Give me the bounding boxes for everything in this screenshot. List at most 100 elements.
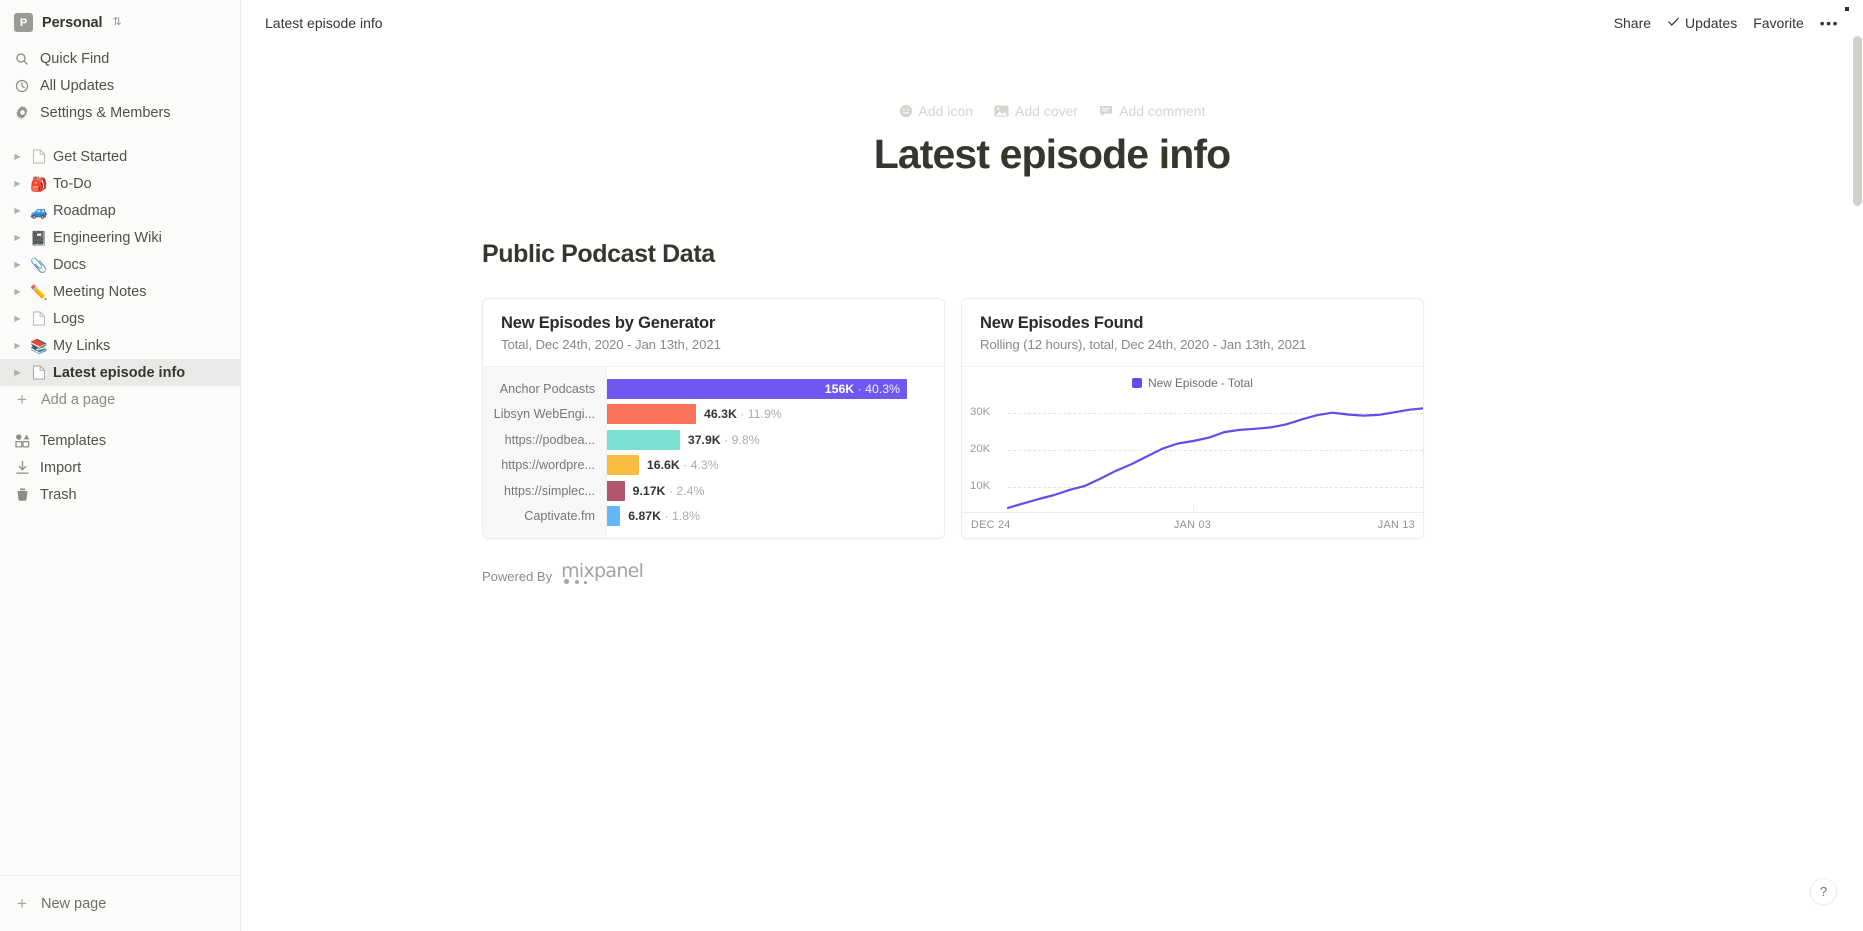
chart-subtitle: Total, Dec 24th, 2020 - Jan 13th, 2021 xyxy=(501,337,721,352)
new-page-button[interactable]: + New page xyxy=(0,875,241,931)
powered-by-label: Powered By xyxy=(482,569,553,584)
logo-dot xyxy=(575,580,580,584)
bar[interactable] xyxy=(607,404,697,425)
sidebar-page-logs[interactable]: ▶ Logs xyxy=(0,305,240,332)
emoji-icon: ✏️ xyxy=(30,283,48,300)
favorite-button[interactable]: Favorite xyxy=(1745,11,1812,35)
chevron-right-icon[interactable]: ▶ xyxy=(14,287,21,296)
emoji-icon: 📚 xyxy=(30,337,48,354)
add-comment-button[interactable]: Add comment xyxy=(1093,99,1211,123)
x-axis-tick-label: JAN 13 xyxy=(1377,519,1415,531)
gridline xyxy=(1008,486,1423,488)
y-axis-tick-label: 10K xyxy=(970,479,991,492)
breadcrumb[interactable]: Latest episode info xyxy=(265,14,383,31)
sidebar-page-docs[interactable]: ▶ 📎 Docs xyxy=(0,251,240,278)
sidebar-item-label: Templates xyxy=(40,432,107,449)
sidebar-item-templates[interactable]: Templates xyxy=(0,427,240,454)
section-heading[interactable]: Public Podcast Data xyxy=(482,240,715,268)
bar[interactable] xyxy=(607,455,639,476)
bar[interactable] xyxy=(607,429,680,450)
sidebar-item-label: Trash xyxy=(40,486,77,503)
more-options-button[interactable]: ••• xyxy=(1812,11,1847,35)
workspace-name: Personal xyxy=(42,14,103,31)
help-button[interactable]: ? xyxy=(1810,878,1837,905)
sidebar-page-label: Meeting Notes xyxy=(53,283,147,300)
line-series-path xyxy=(1006,407,1423,510)
sidebar-item-settings-members[interactable]: Settings & Members xyxy=(0,99,240,126)
import-icon xyxy=(14,460,30,476)
updates-label: Updates xyxy=(1685,14,1738,31)
workspace-avatar: P xyxy=(14,13,33,32)
clock-icon xyxy=(14,78,30,94)
sidebar-page-meeting-notes[interactable]: ▶ ✏️ Meeting Notes xyxy=(0,278,240,305)
add-a-page-label: Add a page xyxy=(41,391,116,408)
chart-legend[interactable]: New Episode - Total xyxy=(962,367,1423,390)
bar-value-label: 37.9K · 9.8% xyxy=(687,432,760,447)
chevron-right-icon[interactable]: ▶ xyxy=(14,206,21,215)
sidebar-page-roadmap[interactable]: ▶ 🚙 Roadmap xyxy=(0,197,240,224)
add-cover-label: Add cover xyxy=(1015,103,1079,119)
chevron-right-icon[interactable]: ▶ xyxy=(14,314,21,323)
plus-icon: + xyxy=(17,894,27,913)
sidebar: P Personal ⇅ Quick Find All Updates Sett… xyxy=(0,0,241,931)
bar-row[interactable]: 9.17K · 2.4% xyxy=(607,478,944,504)
bar-row[interactable]: 37.9K · 9.8% xyxy=(607,427,944,453)
gear-icon xyxy=(14,105,30,121)
chart-card-new-episodes-by-generator[interactable]: New Episodes by Generator Total, Dec 24t… xyxy=(482,298,945,539)
topbar-actions: Share Updates Favorite ••• xyxy=(1606,11,1863,35)
chevron-right-icon[interactable]: ▶ xyxy=(14,368,21,377)
chart-card-new-episodes-found[interactable]: New Episodes Found Rolling (12 hours), t… xyxy=(961,298,1424,539)
emoji-icon: 🎒 xyxy=(30,175,48,192)
bar-row[interactable]: 16.6K · 4.3% xyxy=(607,453,944,479)
bar-chart-plot: 156K · 40.3% 46.3K · 11.9% 37.9K · 9.8% 16.… xyxy=(607,367,944,538)
workspace-switcher[interactable]: P Personal ⇅ xyxy=(0,0,240,45)
chart-title: New Episodes Found xyxy=(980,314,1144,332)
emoji-icon: 📎 xyxy=(30,256,48,273)
bar-row[interactable]: 6.87K · 1.8% xyxy=(607,504,944,530)
vertical-scrollbar[interactable] xyxy=(1853,36,1862,206)
check-icon xyxy=(1667,15,1680,31)
chart-subtitle: Rolling (12 hours), total, Dec 24th, 202… xyxy=(980,337,1307,352)
page-title[interactable]: Latest episode info xyxy=(873,131,1231,177)
sidebar-item-trash[interactable]: Trash xyxy=(0,481,240,508)
comment-icon xyxy=(1099,104,1113,118)
search-icon xyxy=(14,51,30,67)
sidebar-item-all-updates[interactable]: All Updates xyxy=(0,72,240,99)
legend-label: New Episode - Total xyxy=(1148,376,1253,390)
chevron-right-icon[interactable]: ▶ xyxy=(14,179,21,188)
add-a-page-button[interactable]: + Add a page xyxy=(0,386,240,413)
bar-row[interactable]: 46.3K · 11.9% xyxy=(607,402,944,428)
plus-icon: + xyxy=(17,390,27,409)
chart-header: New Episodes by Generator Total, Dec 24t… xyxy=(483,299,944,366)
sidebar-page-engineering-wiki[interactable]: ▶ 📓 Engineering Wiki xyxy=(0,224,240,251)
updates-button[interactable]: Updates xyxy=(1659,11,1745,35)
bar[interactable]: 156K · 40.3% xyxy=(607,378,907,399)
document-icon xyxy=(29,149,49,164)
bar-category-label: Captivate.fm xyxy=(524,509,595,524)
add-icon-button[interactable]: Add icon xyxy=(893,99,979,123)
sidebar-item-import[interactable]: Import xyxy=(0,454,240,481)
cursor-dot xyxy=(1845,7,1849,11)
bar-value-label: 16.6K · 4.3% xyxy=(646,458,719,473)
bar-value-label: 6.87K · 1.8% xyxy=(628,509,700,524)
sidebar-item-quick-find[interactable]: Quick Find xyxy=(0,45,240,72)
chevron-right-icon[interactable]: ▶ xyxy=(14,233,21,242)
sidebar-page-my-links[interactable]: ▶ 📚 My Links xyxy=(0,332,240,359)
mixpanel-wordmark: mixpanel xyxy=(561,560,644,582)
sidebar-page-latest-episode-info[interactable]: ▶ Latest episode info xyxy=(0,359,240,386)
gridline xyxy=(1008,413,1423,415)
chart-header: New Episodes Found Rolling (12 hours), t… xyxy=(962,299,1423,366)
sidebar-page-to-do[interactable]: ▶ 🎒 To-Do xyxy=(0,170,240,197)
logo-dot xyxy=(584,581,587,584)
ellipsis-icon: ••• xyxy=(1819,14,1839,31)
chevron-right-icon[interactable]: ▶ xyxy=(14,152,21,161)
bar[interactable] xyxy=(607,480,625,501)
sidebar-page-get-started[interactable]: ▶ Get Started xyxy=(0,143,240,170)
chevron-right-icon[interactable]: ▶ xyxy=(14,341,21,350)
share-button[interactable]: Share xyxy=(1606,11,1659,35)
chevron-right-icon[interactable]: ▶ xyxy=(14,260,21,269)
bar[interactable] xyxy=(607,506,621,527)
bar-row[interactable]: 156K · 40.3% xyxy=(607,376,944,402)
gridline xyxy=(1008,449,1423,451)
add-cover-button[interactable]: Add cover xyxy=(988,99,1084,123)
